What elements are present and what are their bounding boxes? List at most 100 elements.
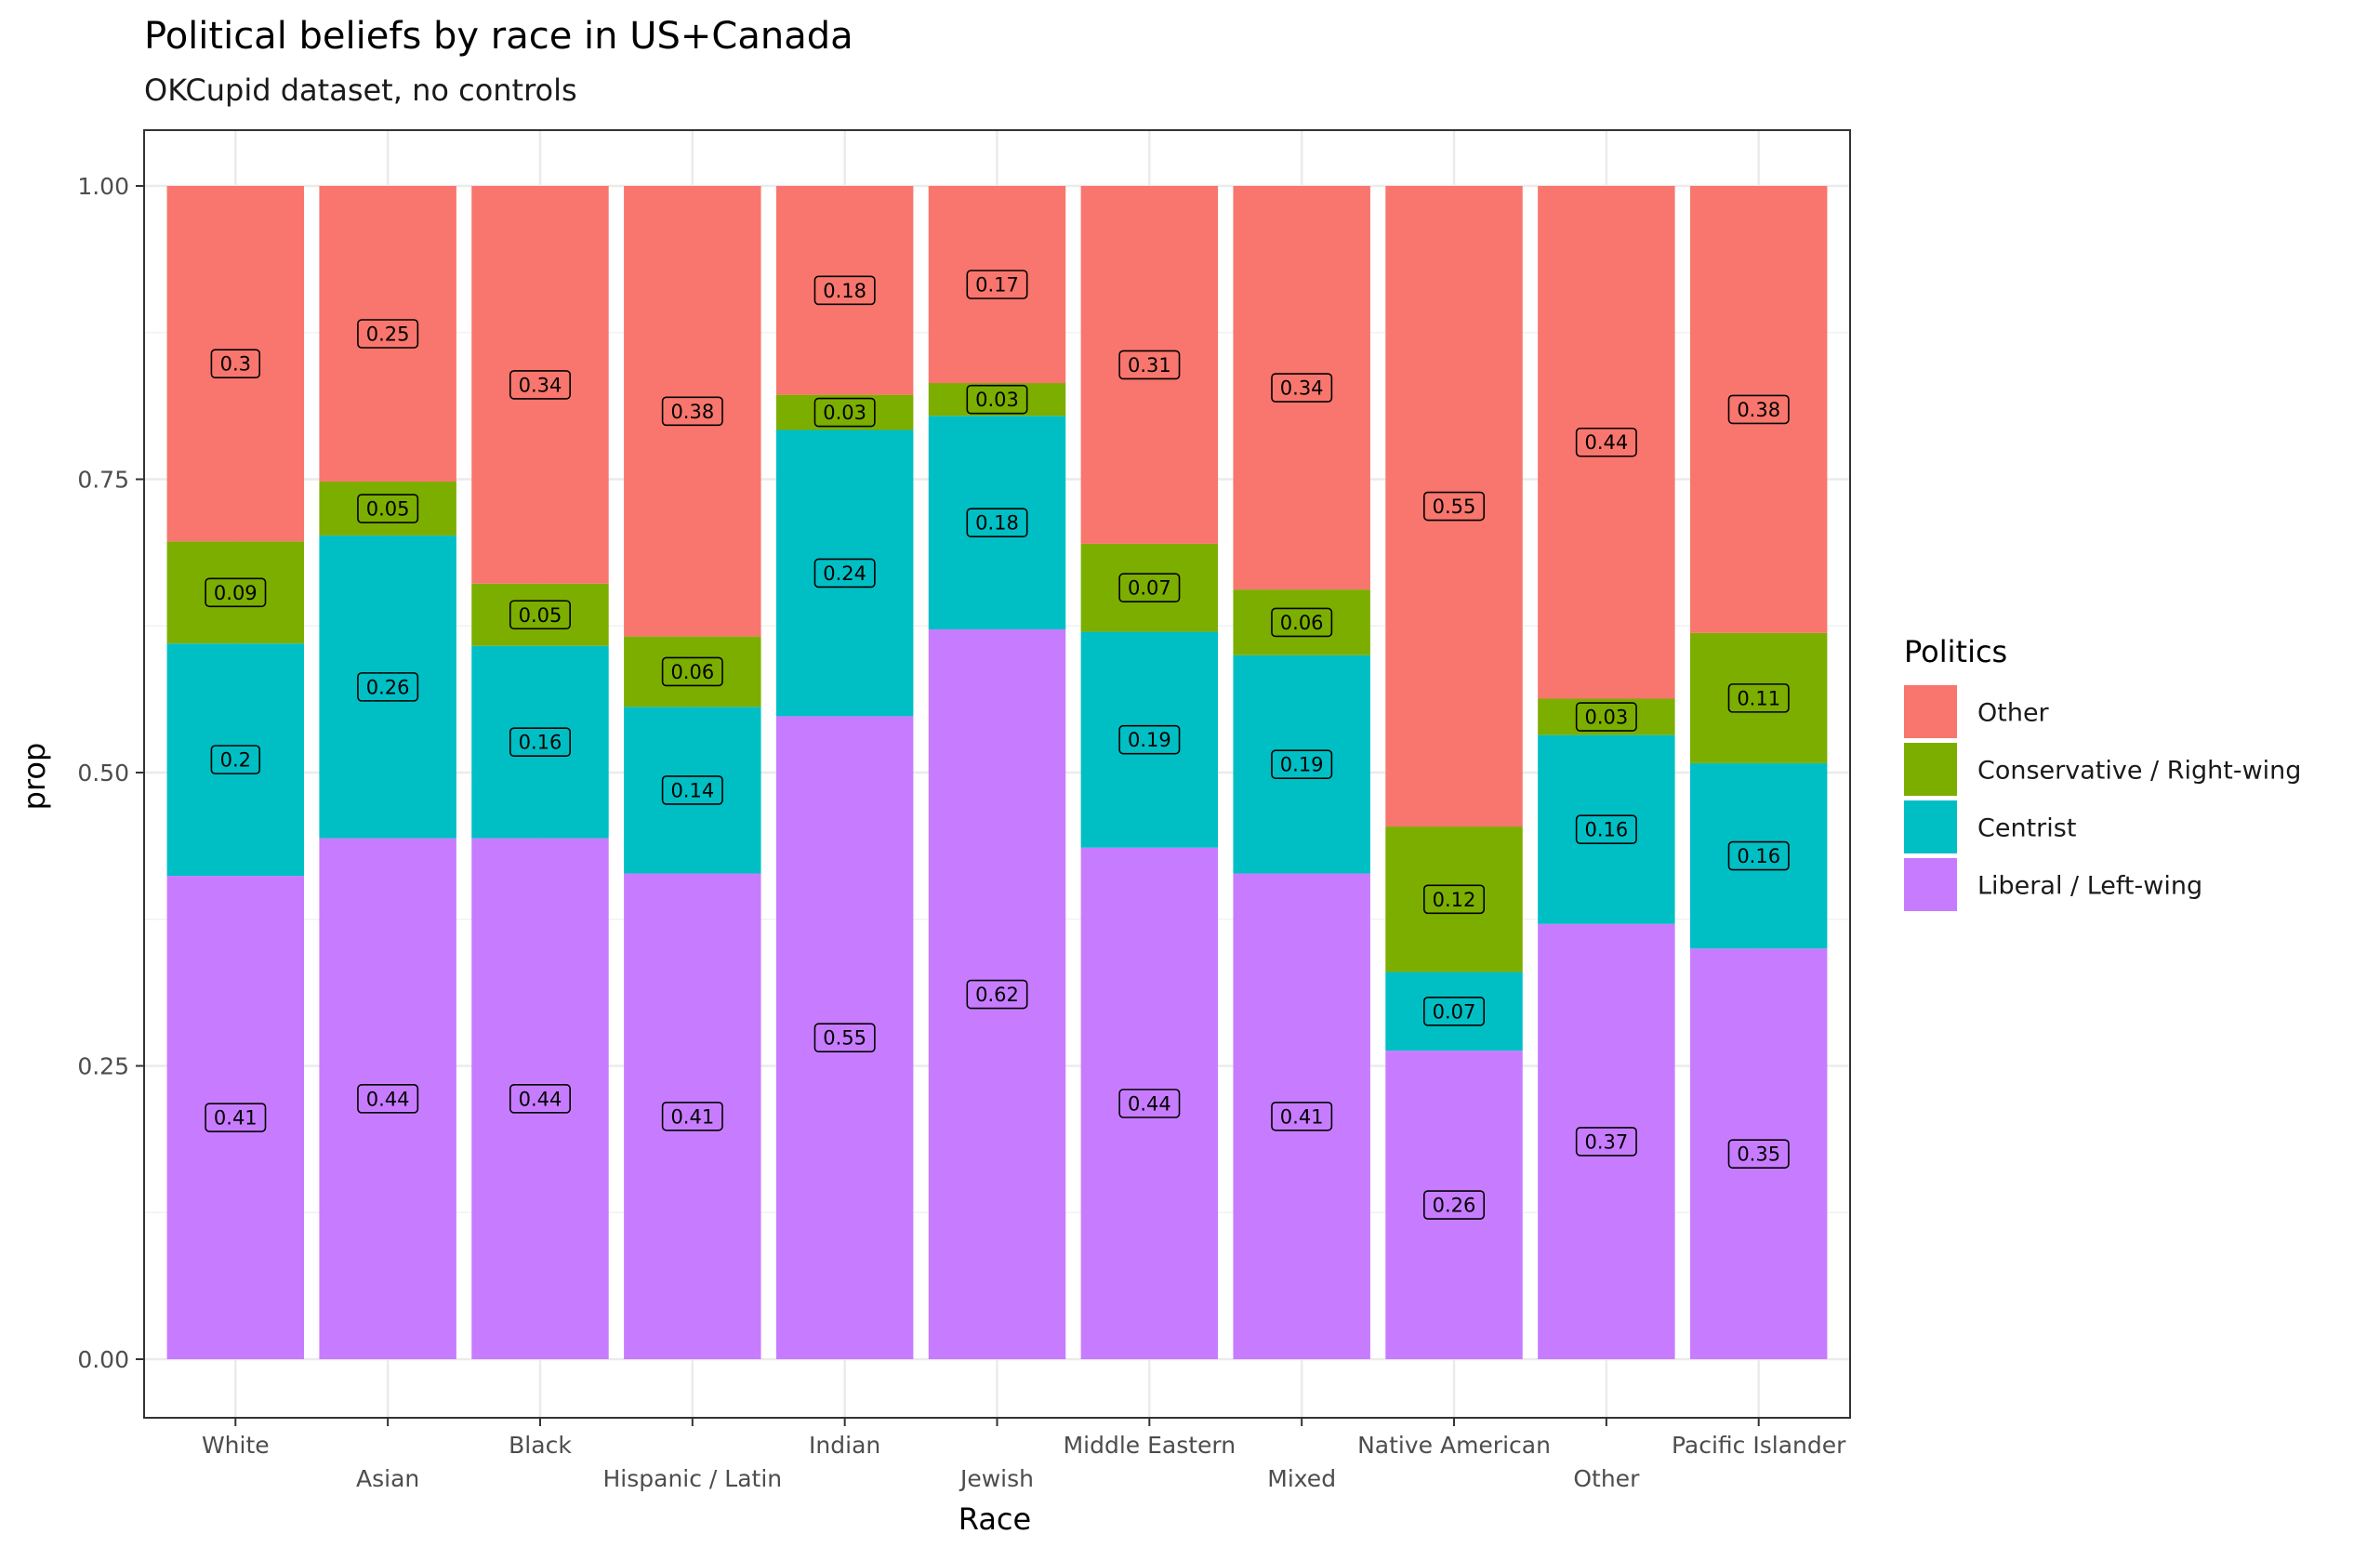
bar-segment (1080, 631, 1219, 848)
data-label-box (1271, 1101, 1333, 1131)
bar-segment (624, 873, 761, 1359)
data-label-box (1271, 749, 1333, 779)
bar-segment (1385, 972, 1523, 1051)
data-label-box (1118, 573, 1181, 603)
data-label: 0.25 (357, 319, 419, 349)
chart-subtitle: OKCupid dataset, no controls (144, 73, 577, 108)
bar-segment (1689, 186, 1828, 633)
data-label: 0.26 (1423, 1190, 1486, 1220)
bar-segment (166, 186, 305, 542)
data-label-text: 0.55 (823, 1027, 866, 1050)
data-label-box (1575, 702, 1637, 732)
data-label: 0.41 (205, 1103, 267, 1132)
x-axis-title: Race (959, 1501, 1031, 1537)
data-label: 0.44 (1575, 427, 1637, 457)
bar-segment (928, 383, 1066, 416)
data-label-text: 0.11 (1737, 687, 1780, 709)
y-axis-title: prop (17, 743, 52, 811)
data-label-text: 0.38 (670, 401, 714, 423)
bar-segment (471, 645, 609, 839)
data-label-box (509, 370, 571, 400)
data-label-box (661, 1101, 723, 1131)
bar-layer (166, 186, 1828, 1359)
data-label-box (210, 349, 261, 378)
bar-segment (624, 636, 761, 707)
data-label: 0.41 (1271, 1101, 1333, 1131)
data-label: 0.34 (1271, 373, 1333, 403)
data-label-text: 0.07 (1128, 577, 1171, 600)
legend-label: Conservative / Right-wing (1977, 757, 2301, 786)
data-label-box (661, 656, 723, 687)
bar-segment (1538, 923, 1675, 1359)
data-label: 0.35 (1727, 1139, 1790, 1169)
data-label: 0.17 (966, 270, 1028, 299)
data-label-text: 0.26 (1433, 1195, 1476, 1217)
data-label: 0.19 (1118, 724, 1181, 755)
x-tick-label: Indian (809, 1432, 880, 1459)
data-label: 0.26 (357, 672, 419, 702)
data-label-text: 0.41 (214, 1107, 258, 1130)
x-tick-label: Asian (356, 1465, 419, 1492)
data-label-text: 0.26 (366, 676, 410, 698)
data-label-box (1727, 1139, 1790, 1169)
bar-segment (1080, 847, 1219, 1359)
legend: Politics Other Conservative / Right-wing C… (1904, 634, 2301, 911)
legend-item: Other (1904, 685, 2050, 738)
bar-segment (1689, 948, 1828, 1359)
data-label-box (357, 672, 419, 702)
x-tick-label: Middle Eastern (1064, 1432, 1236, 1459)
data-label: 0.34 (509, 370, 571, 400)
data-label-box (966, 508, 1028, 537)
bar-segment (1385, 826, 1523, 972)
data-label-box (1118, 724, 1181, 755)
data-label-text: 0.06 (670, 661, 714, 683)
data-label-text: 0.37 (1584, 1130, 1628, 1153)
bar-segment (775, 186, 914, 395)
data-label: 0.06 (1271, 607, 1333, 638)
bar-segment (775, 394, 914, 430)
bar-segment (1080, 543, 1219, 632)
data-label-text: 0.35 (1737, 1144, 1780, 1166)
data-label-layer: 0.41 0.44 0.44 0.41 0.55 0.62 0.44 0.41 0.26 0.37… (205, 270, 1790, 1220)
data-label-box (1575, 427, 1637, 457)
bar-segment (166, 876, 305, 1359)
bar-segment (319, 838, 456, 1359)
bar-segment (1689, 632, 1828, 763)
legend-item: Liberal / Left-wing (1904, 858, 2202, 911)
data-label-box (813, 397, 876, 428)
bar-segment (1689, 762, 1828, 949)
bar-segment (1080, 186, 1219, 544)
data-label: 0.44 (509, 1084, 571, 1114)
data-label-box (1727, 683, 1790, 713)
data-label-box (661, 775, 723, 805)
x-tick-label: Mixed (1267, 1465, 1336, 1492)
data-label: 0.2 (210, 745, 261, 774)
bar-segment (1385, 1051, 1523, 1359)
data-label: 0.38 (1727, 394, 1790, 425)
data-label: 0.05 (509, 600, 571, 630)
data-label-text: 0.55 (1433, 496, 1476, 518)
chart-title: Political beliefs by race in US+Canada (144, 15, 853, 58)
data-label-text: 0.06 (1280, 612, 1324, 634)
data-label-box (357, 319, 419, 349)
data-label-text: 0.2 (220, 749, 251, 772)
data-label-text: 0.44 (366, 1088, 410, 1110)
legend-label: Liberal / Left-wing (1977, 872, 2202, 901)
data-label-box (813, 558, 876, 588)
data-label-text: 0.17 (975, 274, 1019, 297)
x-tick-label: Pacific Islander (1672, 1432, 1846, 1459)
bar-segment (1233, 186, 1370, 590)
y-tick-label: 1.00 (77, 173, 129, 200)
data-label-box (205, 1103, 267, 1132)
data-label-box (1118, 1089, 1181, 1118)
data-label: 0.16 (1575, 814, 1637, 845)
data-label-text: 0.44 (1584, 431, 1628, 454)
data-label-box (357, 494, 419, 523)
data-label-box (509, 600, 571, 630)
data-label-text: 0.16 (519, 732, 562, 754)
x-tick-label: White (202, 1432, 270, 1459)
data-label-text: 0.03 (823, 402, 866, 424)
data-label: 0.05 (357, 494, 419, 523)
legend-swatch (1904, 858, 1957, 911)
